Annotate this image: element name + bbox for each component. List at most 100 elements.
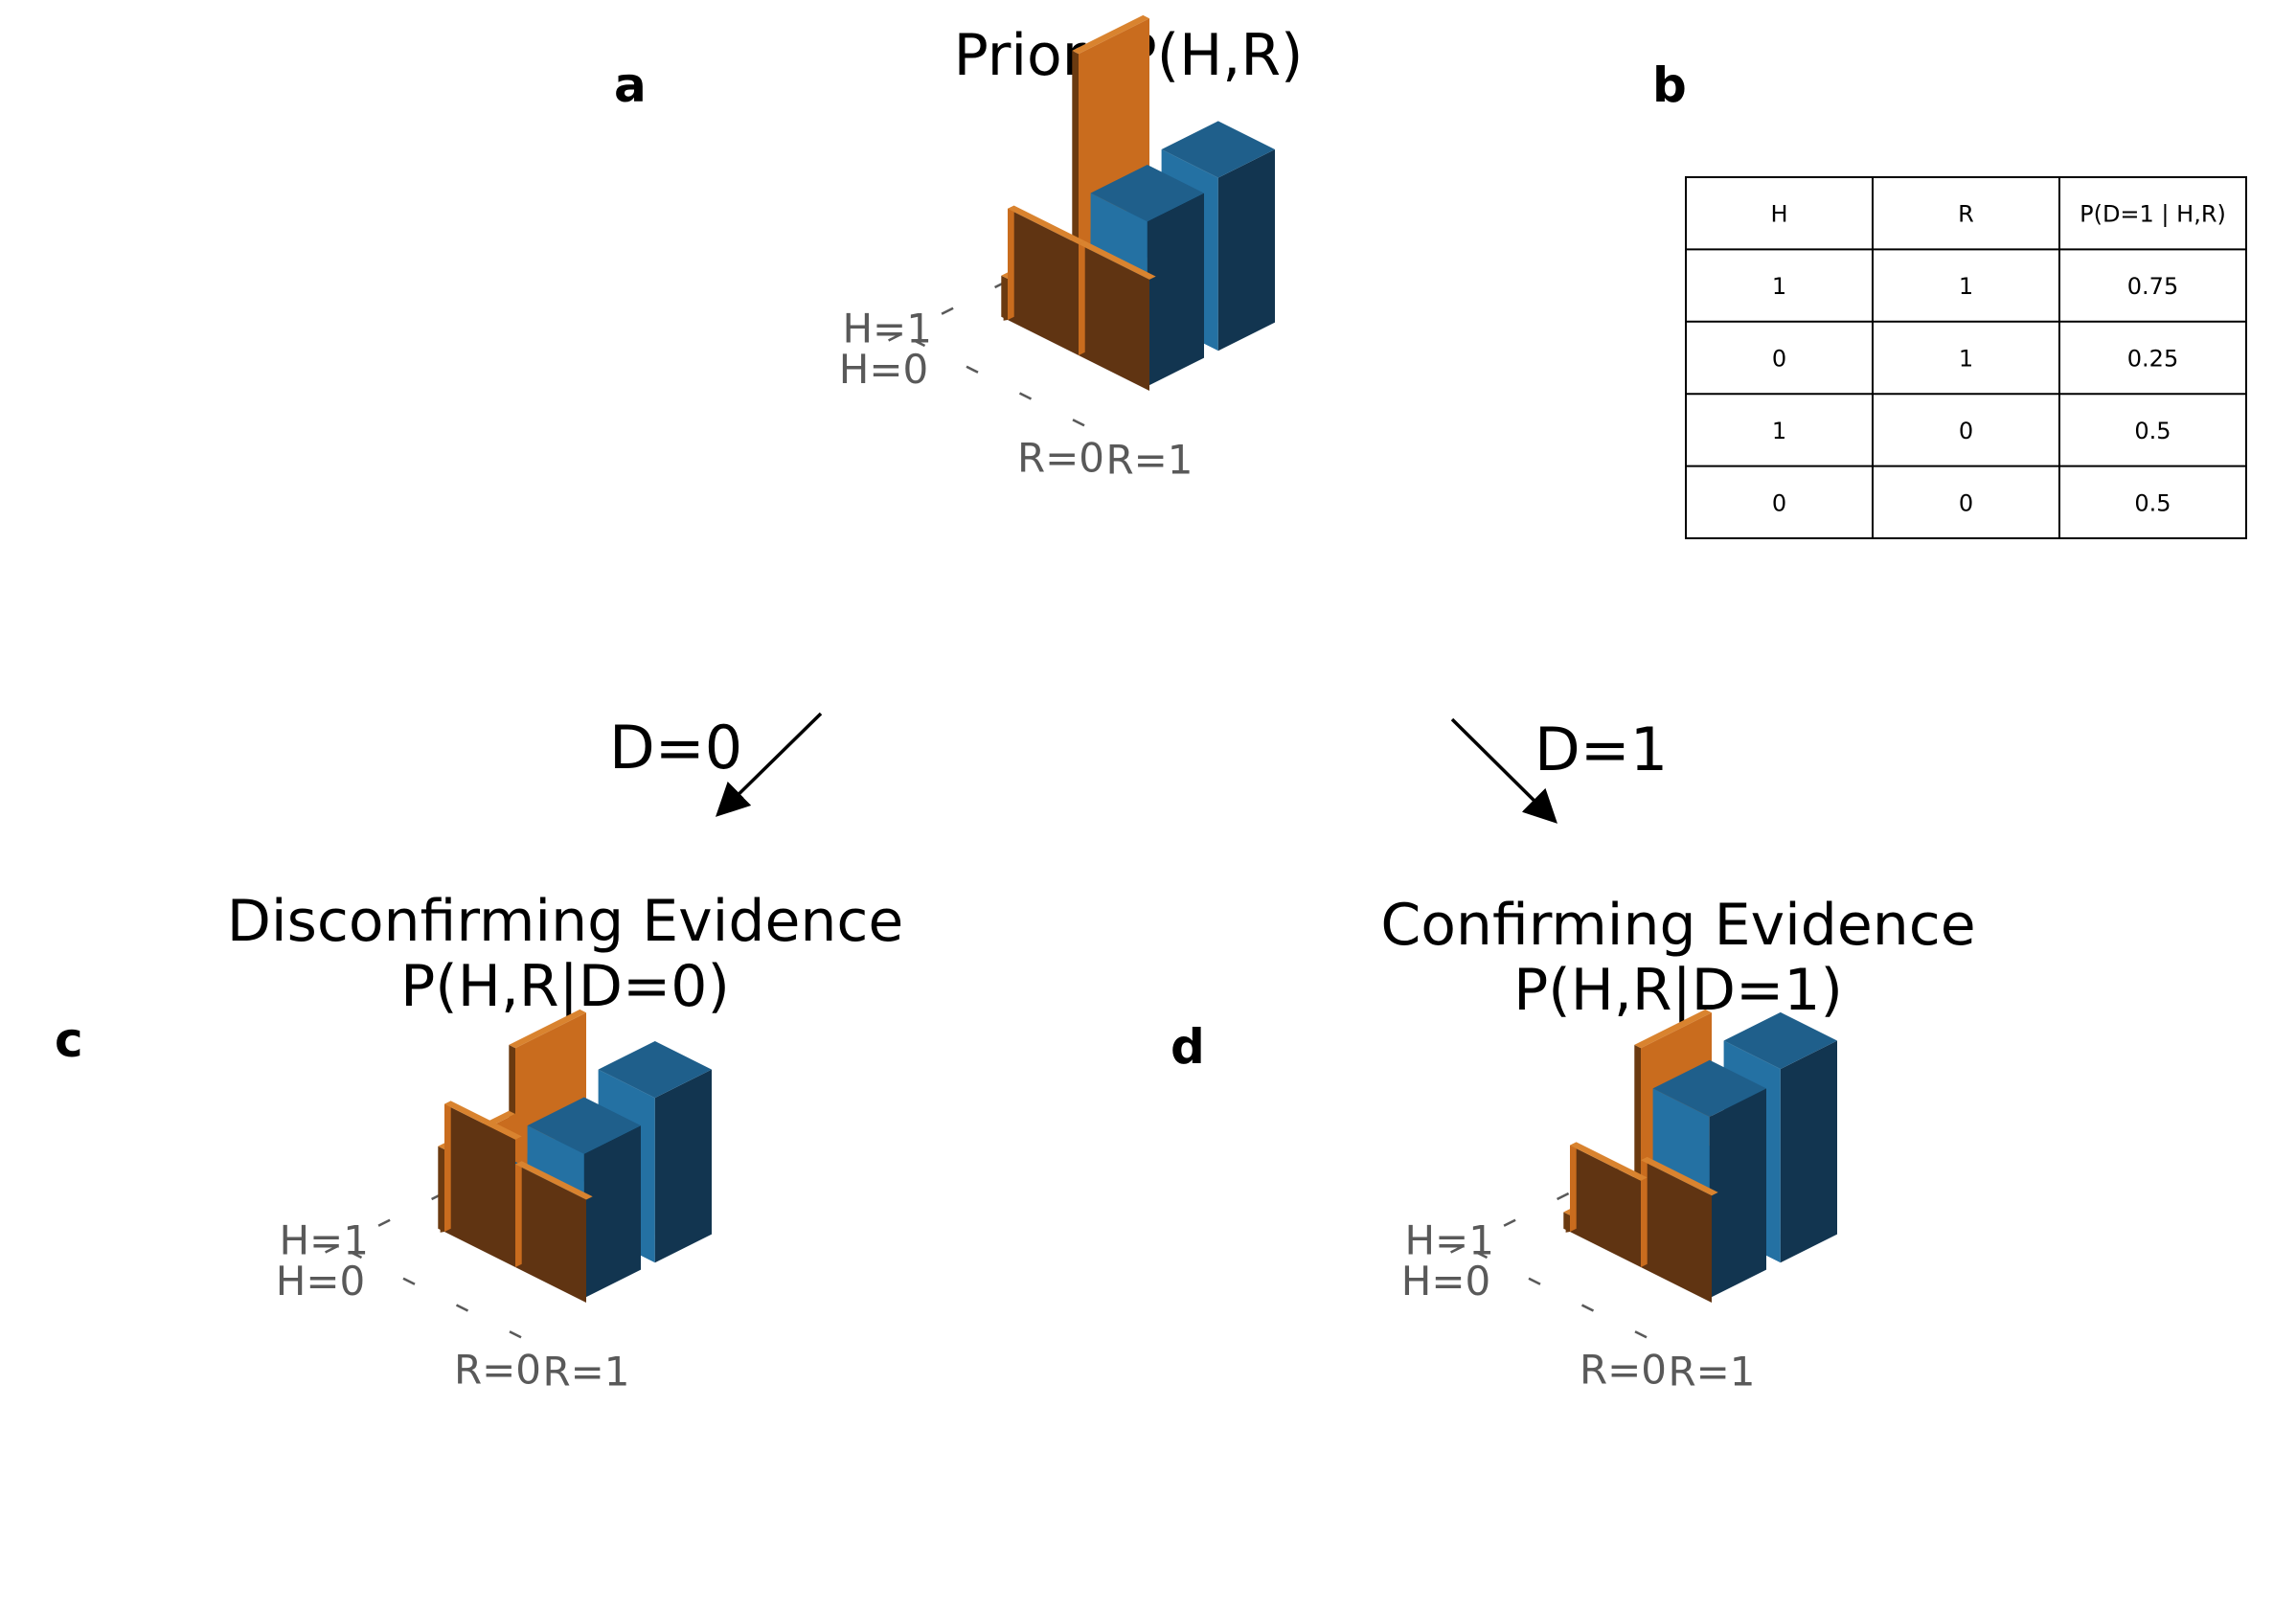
table-header-cell: H xyxy=(1770,201,1787,228)
bar-h0-r0-top-face xyxy=(527,1097,641,1154)
marginal-bar-h1-top-face xyxy=(509,1009,586,1049)
marginal-bar-r0-top-face xyxy=(1570,1142,1648,1181)
h-axis-tick xyxy=(377,1218,391,1227)
confirming-3d-chart: H=1H=0 R=1R=0 xyxy=(1401,1009,1837,1395)
r1-label: R=1 xyxy=(542,1348,629,1395)
r-axis-tick xyxy=(509,1330,522,1339)
h-axis-tick xyxy=(888,333,901,342)
disconfirming-3d-chart: H=1H=0 R=1R=0 xyxy=(276,1009,712,1395)
r0-label: R=0 xyxy=(1580,1346,1667,1393)
panel-label-a: a xyxy=(614,57,647,113)
r-axis-tick xyxy=(1474,1250,1489,1260)
table-cell: 1 xyxy=(1959,273,1973,300)
h-axis-tick xyxy=(941,307,954,315)
bar-h1-r0-top-face xyxy=(1723,1011,1837,1070)
marginal-bar-r0 xyxy=(1008,205,1085,355)
marginal-bar-r0-edge-face xyxy=(1008,205,1014,320)
marginal-bar-r1-edge-face xyxy=(1641,1156,1648,1267)
marginal-bar-h0-edge xyxy=(440,1149,444,1233)
confirm-title-line1: Confirming Evidence xyxy=(1380,892,1975,959)
h-axis-tick xyxy=(1503,1218,1516,1227)
r-axis-tick xyxy=(1634,1330,1648,1339)
panel-label-d: d xyxy=(1171,1019,1205,1075)
marginal-bar-r0-front-face xyxy=(1008,208,1079,355)
panel-label-c: c xyxy=(55,1012,83,1068)
disconfirm-title-line2: P(H,R|D=0) xyxy=(400,953,730,1020)
bar-h0-r0-right-face xyxy=(1709,1088,1766,1299)
confirm-title-line2: P(H,R|D=1) xyxy=(1513,957,1843,1024)
r-axis-tick xyxy=(1580,1304,1595,1312)
table-cell: 1 xyxy=(1959,346,1973,373)
r0-label: R=0 xyxy=(1017,434,1104,481)
marginal-bar-r1-top-face xyxy=(1641,1156,1718,1196)
marginal-bar-h0-edge xyxy=(1565,1215,1570,1233)
marginal-bar-r0 xyxy=(1570,1142,1648,1267)
marginal-bar-r1-edge-face xyxy=(1079,240,1085,355)
marginal-bar-r1-front-face xyxy=(515,1164,586,1303)
table-cell: 1 xyxy=(1772,273,1786,300)
h1-label: H=1 xyxy=(279,1216,369,1263)
bar-h0-r0-top-face xyxy=(1652,1059,1766,1117)
marginal-bar-r1 xyxy=(1079,240,1156,391)
marginal-bar-h1-top-face xyxy=(1634,1009,1712,1049)
r-axis-tick xyxy=(402,1277,416,1285)
marginal-bar-r1-top-face xyxy=(1079,240,1156,280)
marginal-bar-h0-edge xyxy=(1003,279,1008,321)
r1-label: R=1 xyxy=(1668,1348,1755,1395)
marginal-bar-r0-front-face xyxy=(444,1103,515,1267)
bar-h1-r0-right-face xyxy=(1217,149,1275,352)
panel-label-b: b xyxy=(1652,57,1687,113)
marginal-bar-r1-edge-face xyxy=(515,1161,522,1267)
h0-label: H=0 xyxy=(839,346,929,393)
table-cell: 0.75 xyxy=(2127,273,2178,300)
marginal-bar-r1-front-face xyxy=(1079,243,1149,391)
table-cell: 0 xyxy=(1772,346,1786,373)
marginal-bar-r1-front-face xyxy=(1641,1160,1712,1303)
prior-3d-chart: H=1H=0 R=1R=0 xyxy=(839,14,1275,483)
marginal-bar-h1-edge xyxy=(1074,54,1079,285)
r-axis-tick xyxy=(349,1250,363,1260)
marginal-bar-r1-top-face xyxy=(515,1161,593,1200)
marginal-bar-r0 xyxy=(444,1101,522,1267)
bar-h1-r0-top-face xyxy=(1161,121,1275,178)
table-cell: 0.25 xyxy=(2127,346,2178,373)
h-axis-tick xyxy=(325,1245,338,1254)
h0-label: H=0 xyxy=(276,1258,366,1305)
table-cell: 0 xyxy=(1772,489,1786,516)
marginal-bar-r0-top-face xyxy=(1008,205,1085,244)
r-axis-tick xyxy=(455,1304,469,1312)
h1-label: H=1 xyxy=(842,305,932,352)
r0-label: R=0 xyxy=(454,1346,541,1393)
table-cell: 0 xyxy=(1959,489,1973,516)
bar-h0-r0-right-face xyxy=(583,1125,641,1299)
arrow-d0-label: D=0 xyxy=(609,713,742,783)
likelihood-table: H R P(D=1 | H,R) 1 1 0.75 0 1 0.25 1 0 0.5 0 0 0.5 xyxy=(1685,176,2247,539)
table-cell: 1 xyxy=(1772,418,1786,444)
marginal-bar-r1 xyxy=(1641,1156,1718,1303)
bar-h0-r0-top-face xyxy=(1090,165,1204,222)
marginal-bar-h1-edge xyxy=(1636,1048,1641,1197)
bar-h1-r0-top-face xyxy=(598,1041,712,1099)
r-axis-tick xyxy=(1528,1277,1541,1285)
r-axis-tick xyxy=(1018,392,1033,400)
h-axis-tick xyxy=(1450,1245,1464,1254)
arrow-d1 xyxy=(1450,717,1557,824)
h-axis-tick xyxy=(1557,1192,1570,1201)
marginal-bar-r0-top-face xyxy=(444,1101,522,1140)
marginal-bar-r1 xyxy=(515,1161,593,1303)
table-cell: 0 xyxy=(1959,418,1973,444)
marginal-bar-h1-top-face xyxy=(1072,14,1149,55)
h1-label: H=1 xyxy=(1404,1216,1494,1263)
marginal-bar-r0-edge-face xyxy=(1570,1142,1577,1232)
r-axis-tick xyxy=(966,365,979,374)
table-header-cell: R xyxy=(1958,201,1974,228)
disconfirm-title-line1: Disconfirming Evidence xyxy=(227,888,904,955)
table-header-cell: P(D=1 | H,R) xyxy=(2080,201,2226,228)
r1-label: R=1 xyxy=(1105,436,1193,483)
h0-label: H=0 xyxy=(1401,1258,1491,1305)
table-cell: 0.5 xyxy=(2134,489,2171,516)
table-cell: 0.5 xyxy=(2134,418,2171,444)
r-axis-tick xyxy=(912,338,926,348)
bar-h1-r0-right-face xyxy=(1780,1040,1837,1263)
